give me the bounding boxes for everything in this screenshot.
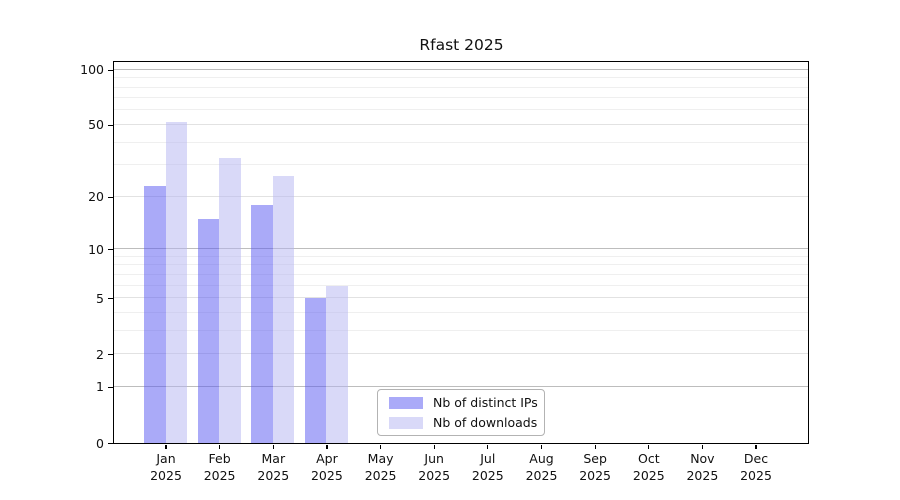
x-tick-label-may: May 2025 [364, 451, 397, 483]
gridline-y-90 [114, 77, 808, 79]
x-tick-dec [755, 444, 757, 449]
gridline-y-80 [114, 86, 808, 88]
y-tick-label-10: 10 [88, 241, 104, 257]
y-tick-label-1: 1 [96, 379, 104, 395]
bar-ips-mar [251, 204, 273, 443]
legend-swatch-distinct-ips [389, 396, 423, 409]
legend-label-distinct-ips: Nb of distinct IPs [433, 395, 538, 410]
bar-downloads-apr [326, 285, 348, 443]
x-tick-jan [165, 444, 167, 449]
x-tick-label-oct: Oct 2025 [632, 451, 665, 483]
gridline-y-6 [114, 284, 808, 286]
gridline-y-100 [114, 68, 808, 70]
gridline-y-20 [114, 195, 808, 197]
y-tick-5 [108, 297, 113, 300]
x-tick-label-jul: Jul 2025 [471, 451, 504, 483]
y-tick-2 [108, 354, 113, 356]
gridline-y-10 [114, 248, 808, 249]
y-tick-1 [108, 386, 113, 389]
bar-ips-jan [144, 185, 166, 443]
gridline-y-70 [114, 97, 808, 99]
x-tick-label-nov: Nov 2025 [686, 451, 719, 483]
legend: Nb of distinct IPs Nb of downloads [377, 389, 545, 436]
x-tick-label-sep: Sep 2025 [579, 451, 611, 483]
y-tick-100 [108, 69, 113, 71]
y-tick-10 [108, 248, 113, 251]
y-tick-label-20: 20 [88, 189, 104, 205]
gridline-y-5 [114, 297, 808, 298]
legend-row: Nb of distinct IPs [389, 395, 544, 411]
x-tick-label-apr: Apr 2025 [310, 451, 343, 483]
gridline-y-1 [114, 385, 808, 387]
bar-ips-feb [197, 218, 220, 443]
bar-downloads-feb [219, 157, 241, 443]
x-tick-jul [487, 444, 489, 449]
y-tick-label-100: 100 [80, 62, 104, 78]
y-tick-20 [108, 196, 113, 198]
x-tick-label-feb: Feb 2025 [203, 451, 236, 483]
x-tick-nov [701, 444, 704, 449]
y-tick-0 [108, 442, 113, 445]
x-tick-label-jun: Jun 2025 [418, 451, 451, 483]
gridline-y-4 [114, 311, 808, 313]
bar-ips-apr [304, 298, 327, 443]
y-tick-50 [108, 124, 113, 127]
plot-canvas [114, 62, 808, 443]
x-tick-label-jan: Jan 2025 [150, 451, 182, 483]
legend-row: Nb of downloads [389, 415, 544, 431]
bar-downloads-mar [272, 176, 295, 443]
x-tick-apr [326, 444, 328, 449]
x-tick-feb [219, 444, 221, 449]
plot-area [113, 61, 809, 444]
x-tick-jun [433, 444, 435, 449]
x-tick-mar [272, 444, 274, 449]
gridline-y-40 [114, 141, 808, 143]
x-tick-label-aug: Aug 2025 [525, 451, 558, 483]
chart-title: Rfast 2025 [419, 36, 504, 54]
gridline-y-9 [114, 255, 808, 257]
y-tick-label-2: 2 [96, 346, 104, 362]
gridline-y-60 [114, 109, 808, 111]
gridline-y-7 [114, 273, 808, 275]
bar-downloads-jan [165, 121, 187, 443]
legend-label-downloads: Nb of downloads [433, 415, 538, 430]
gridline-y-50 [114, 123, 808, 125]
x-tick-aug [540, 444, 543, 449]
gridline-y-2 [114, 353, 808, 355]
gridline-y-3 [114, 329, 808, 331]
legend-swatch-downloads [389, 416, 423, 429]
x-tick-oct [648, 444, 650, 449]
y-tick-label-0: 0 [96, 435, 104, 451]
x-tick-may [379, 444, 382, 449]
y-tick-label-5: 5 [96, 290, 104, 306]
gridline-y-8 [114, 264, 808, 266]
gridline-y-30 [114, 164, 808, 166]
x-tick-label-dec: Dec 2025 [740, 451, 772, 483]
x-tick-label-mar: Mar 2025 [257, 451, 290, 483]
x-tick-sep [594, 444, 596, 449]
y-tick-label-50: 50 [88, 117, 104, 133]
